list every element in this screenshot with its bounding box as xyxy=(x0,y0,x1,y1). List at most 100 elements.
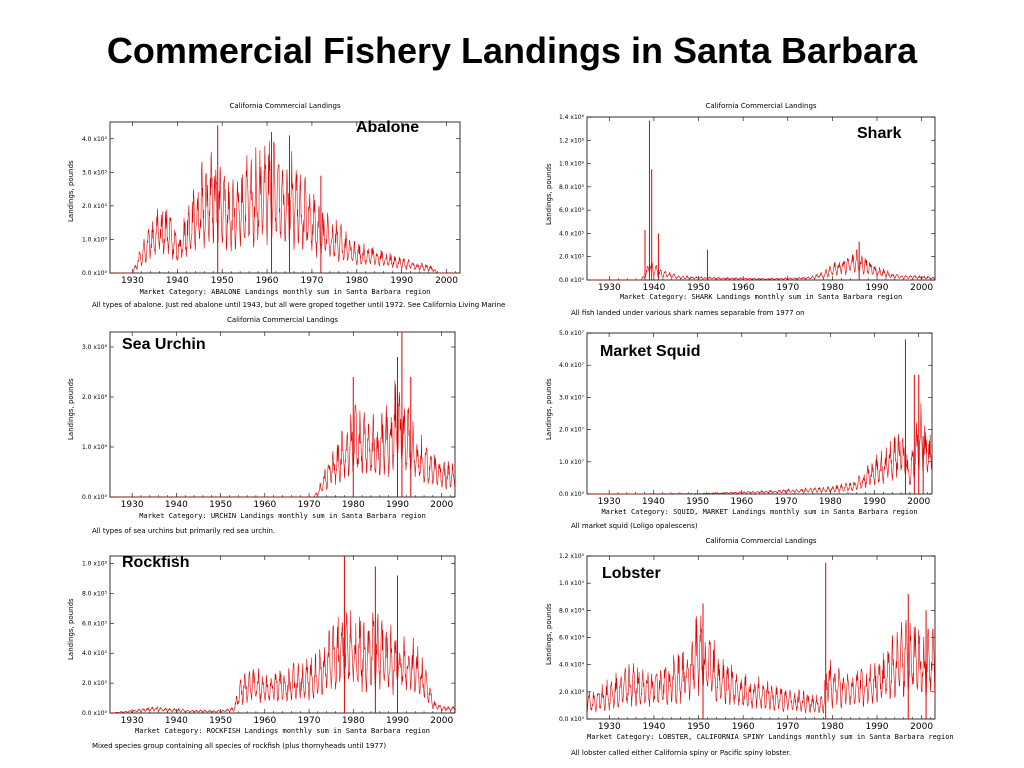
rockfish-species-label: Rockfish xyxy=(122,554,190,571)
abalone-species-label: Abalone xyxy=(356,119,420,136)
lobster-y-tick-label: 8.0 x10⁴ xyxy=(559,607,585,614)
sea-urchin-x-tick-label: 1970 xyxy=(298,500,321,510)
lobster-y-tick-label: 1.0 x10⁵ xyxy=(559,580,585,587)
sea-urchin-y-axis-label: Landings, pounds xyxy=(67,378,75,440)
market-squid-market-category: Market Category: SQUID, MARKET Landings … xyxy=(601,508,918,516)
lobster-x-tick-label: 1970 xyxy=(776,722,799,732)
rockfish-x-tick-label: 1950 xyxy=(209,716,232,726)
abalone-chart-title: California Commercial Landings xyxy=(229,102,341,110)
sea-urchin-x-tick-label: 1940 xyxy=(165,500,188,510)
market-squid-y-tick-label: 0.0 x10⁰ xyxy=(559,491,585,498)
abalone-plot-frame xyxy=(109,121,461,274)
lobster-y-tick-label: 4.0 x10⁴ xyxy=(559,662,585,669)
market-squid-series-line xyxy=(587,403,933,495)
market-squid-y-tick-label: 3.0 x10⁷ xyxy=(559,394,585,401)
sea-urchin-species-label: Sea Urchin xyxy=(122,336,206,353)
lobster-caption: All lobster called either California spi… xyxy=(571,749,792,757)
shark-x-tick-label: 1980 xyxy=(821,283,844,293)
rockfish-x-tick-label: 1930 xyxy=(121,716,144,726)
shark-x-tick-label: 1960 xyxy=(732,283,755,293)
shark-y-tick-label: 8.0 x10⁵ xyxy=(559,184,585,191)
market-squid-y-tick-label: 2.0 x10⁷ xyxy=(559,427,585,434)
abalone-x-tick-label: 2000 xyxy=(435,276,458,286)
shark-x-tick-label: 1930 xyxy=(598,283,621,293)
abalone-x-tick-label: 1960 xyxy=(256,276,279,286)
lobster-x-tick-label: 1960 xyxy=(732,722,755,732)
abalone-x-tick-label: 1980 xyxy=(345,276,368,286)
sea-urchin-x-tick-label: 1990 xyxy=(386,500,409,510)
abalone-series-line xyxy=(110,141,460,274)
shark-y-tick-label: 6.0 x10⁵ xyxy=(559,207,585,214)
lobster-x-tick-label: 1930 xyxy=(598,722,621,732)
shark-x-tick-label: 2000 xyxy=(910,283,933,293)
market-squid-x-tick-label: 1940 xyxy=(642,497,665,507)
lobster-x-tick-label: 1950 xyxy=(687,722,710,732)
rockfish-series-line xyxy=(110,610,455,714)
market-squid-x-tick-label: 2000 xyxy=(907,497,930,507)
abalone-x-tick-label: 1940 xyxy=(166,276,189,286)
lobster-x-tick-label: 1980 xyxy=(821,722,844,732)
abalone-y-tick-label: 2.0 x10⁵ xyxy=(82,203,108,210)
abalone-market-category: Market Category: ABALONE Landings monthl… xyxy=(139,288,431,296)
abalone-x-tick-label: 1970 xyxy=(300,276,323,286)
market-squid-x-tick-label: 1950 xyxy=(686,497,709,507)
rockfish-market-category: Market Category: ROCKFISH Landings month… xyxy=(134,727,430,735)
market-squid-y-axis-label: Landings, pounds xyxy=(545,378,553,440)
market-squid-x-tick-label: 1980 xyxy=(819,497,842,507)
shark-x-tick-label: 1990 xyxy=(866,283,889,293)
sea-urchin-plot-frame xyxy=(109,331,456,498)
lobster-x-tick-label: 2000 xyxy=(910,722,933,732)
market-squid-x-tick-label: 1990 xyxy=(863,497,886,507)
shark-y-axis-label: Landings, pounds xyxy=(545,163,553,225)
lobster-y-tick-label: 1.2 x10⁵ xyxy=(559,553,585,560)
sea-urchin-y-tick-label: 1.0 x10⁶ xyxy=(82,444,108,451)
abalone-x-tick-label: 1930 xyxy=(121,276,144,286)
abalone-y-tick-label: 3.0 x10⁵ xyxy=(82,169,108,176)
abalone-y-tick-label: 0.0 x10⁰ xyxy=(82,270,108,277)
sea-urchin-chart-title: California Commercial Landings xyxy=(226,316,339,324)
market-squid-y-tick-label: 1.0 x10⁷ xyxy=(559,459,585,466)
market-squid-y-tick-label: 4.0 x10⁷ xyxy=(559,362,585,369)
lobster-x-tick-label: 1940 xyxy=(642,722,665,732)
sea-urchin-y-tick-label: 3.0 x10⁶ xyxy=(82,344,108,351)
rockfish-y-axis-label: Landings, pounds xyxy=(67,598,75,660)
shark-x-tick-label: 1950 xyxy=(687,283,710,293)
lobster-y-tick-label: 6.0 x10⁴ xyxy=(559,635,585,642)
shark-y-tick-label: 0.0 x10⁰ xyxy=(559,277,585,284)
shark-x-tick-label: 1940 xyxy=(642,283,665,293)
lobster-chart-title: California Commercial Landings xyxy=(705,537,817,545)
market-squid-caption: All market squid (Loligo opalescens) xyxy=(571,522,698,530)
shark-series-line xyxy=(587,249,935,281)
shark-y-tick-label: 1.4 x10⁶ xyxy=(559,114,585,121)
sea-urchin-x-tick-label: 1950 xyxy=(209,500,232,510)
shark-y-tick-label: 4.0 x10⁵ xyxy=(559,230,585,237)
abalone-y-tick-label: 4.0 x10⁵ xyxy=(82,136,108,143)
shark-species-label: Shark xyxy=(857,125,902,142)
rockfish-y-tick-label: 6.0 x10⁵ xyxy=(82,620,108,627)
shark-x-tick-label: 1970 xyxy=(776,283,799,293)
rockfish-x-tick-label: 1970 xyxy=(298,716,321,726)
sea-urchin-series-line xyxy=(110,380,456,498)
rockfish-y-tick-label: 0.0 x10⁰ xyxy=(82,710,108,717)
shark-chart-title: California Commercial Landings xyxy=(705,102,817,110)
rockfish-plot-frame xyxy=(109,555,456,714)
sea-urchin-caption: All types of sea urchins but primarily r… xyxy=(92,527,276,535)
rockfish-y-tick-label: 2.0 x10⁵ xyxy=(82,680,108,687)
market-squid-y-tick-label: 5.0 x10⁷ xyxy=(559,330,585,337)
market-squid-x-tick-label: 1970 xyxy=(775,497,798,507)
sea-urchin-y-tick-label: 0.0 x10⁰ xyxy=(82,494,108,501)
rockfish-y-tick-label: 1.0 x10⁶ xyxy=(82,560,108,567)
rockfish-y-tick-label: 4.0 x10⁵ xyxy=(82,650,108,657)
lobster-y-tick-label: 0.0 x10⁰ xyxy=(559,716,585,723)
rockfish-x-tick-label: 2000 xyxy=(430,716,453,726)
rockfish-x-tick-label: 1980 xyxy=(342,716,365,726)
sea-urchin-y-tick-label: 2.0 x10⁶ xyxy=(82,394,108,401)
abalone-x-tick-label: 1950 xyxy=(211,276,234,286)
rockfish-x-tick-label: 1960 xyxy=(253,716,276,726)
lobster-market-category: Market Category: LOBSTER, CALIFORNIA SPI… xyxy=(587,733,954,741)
